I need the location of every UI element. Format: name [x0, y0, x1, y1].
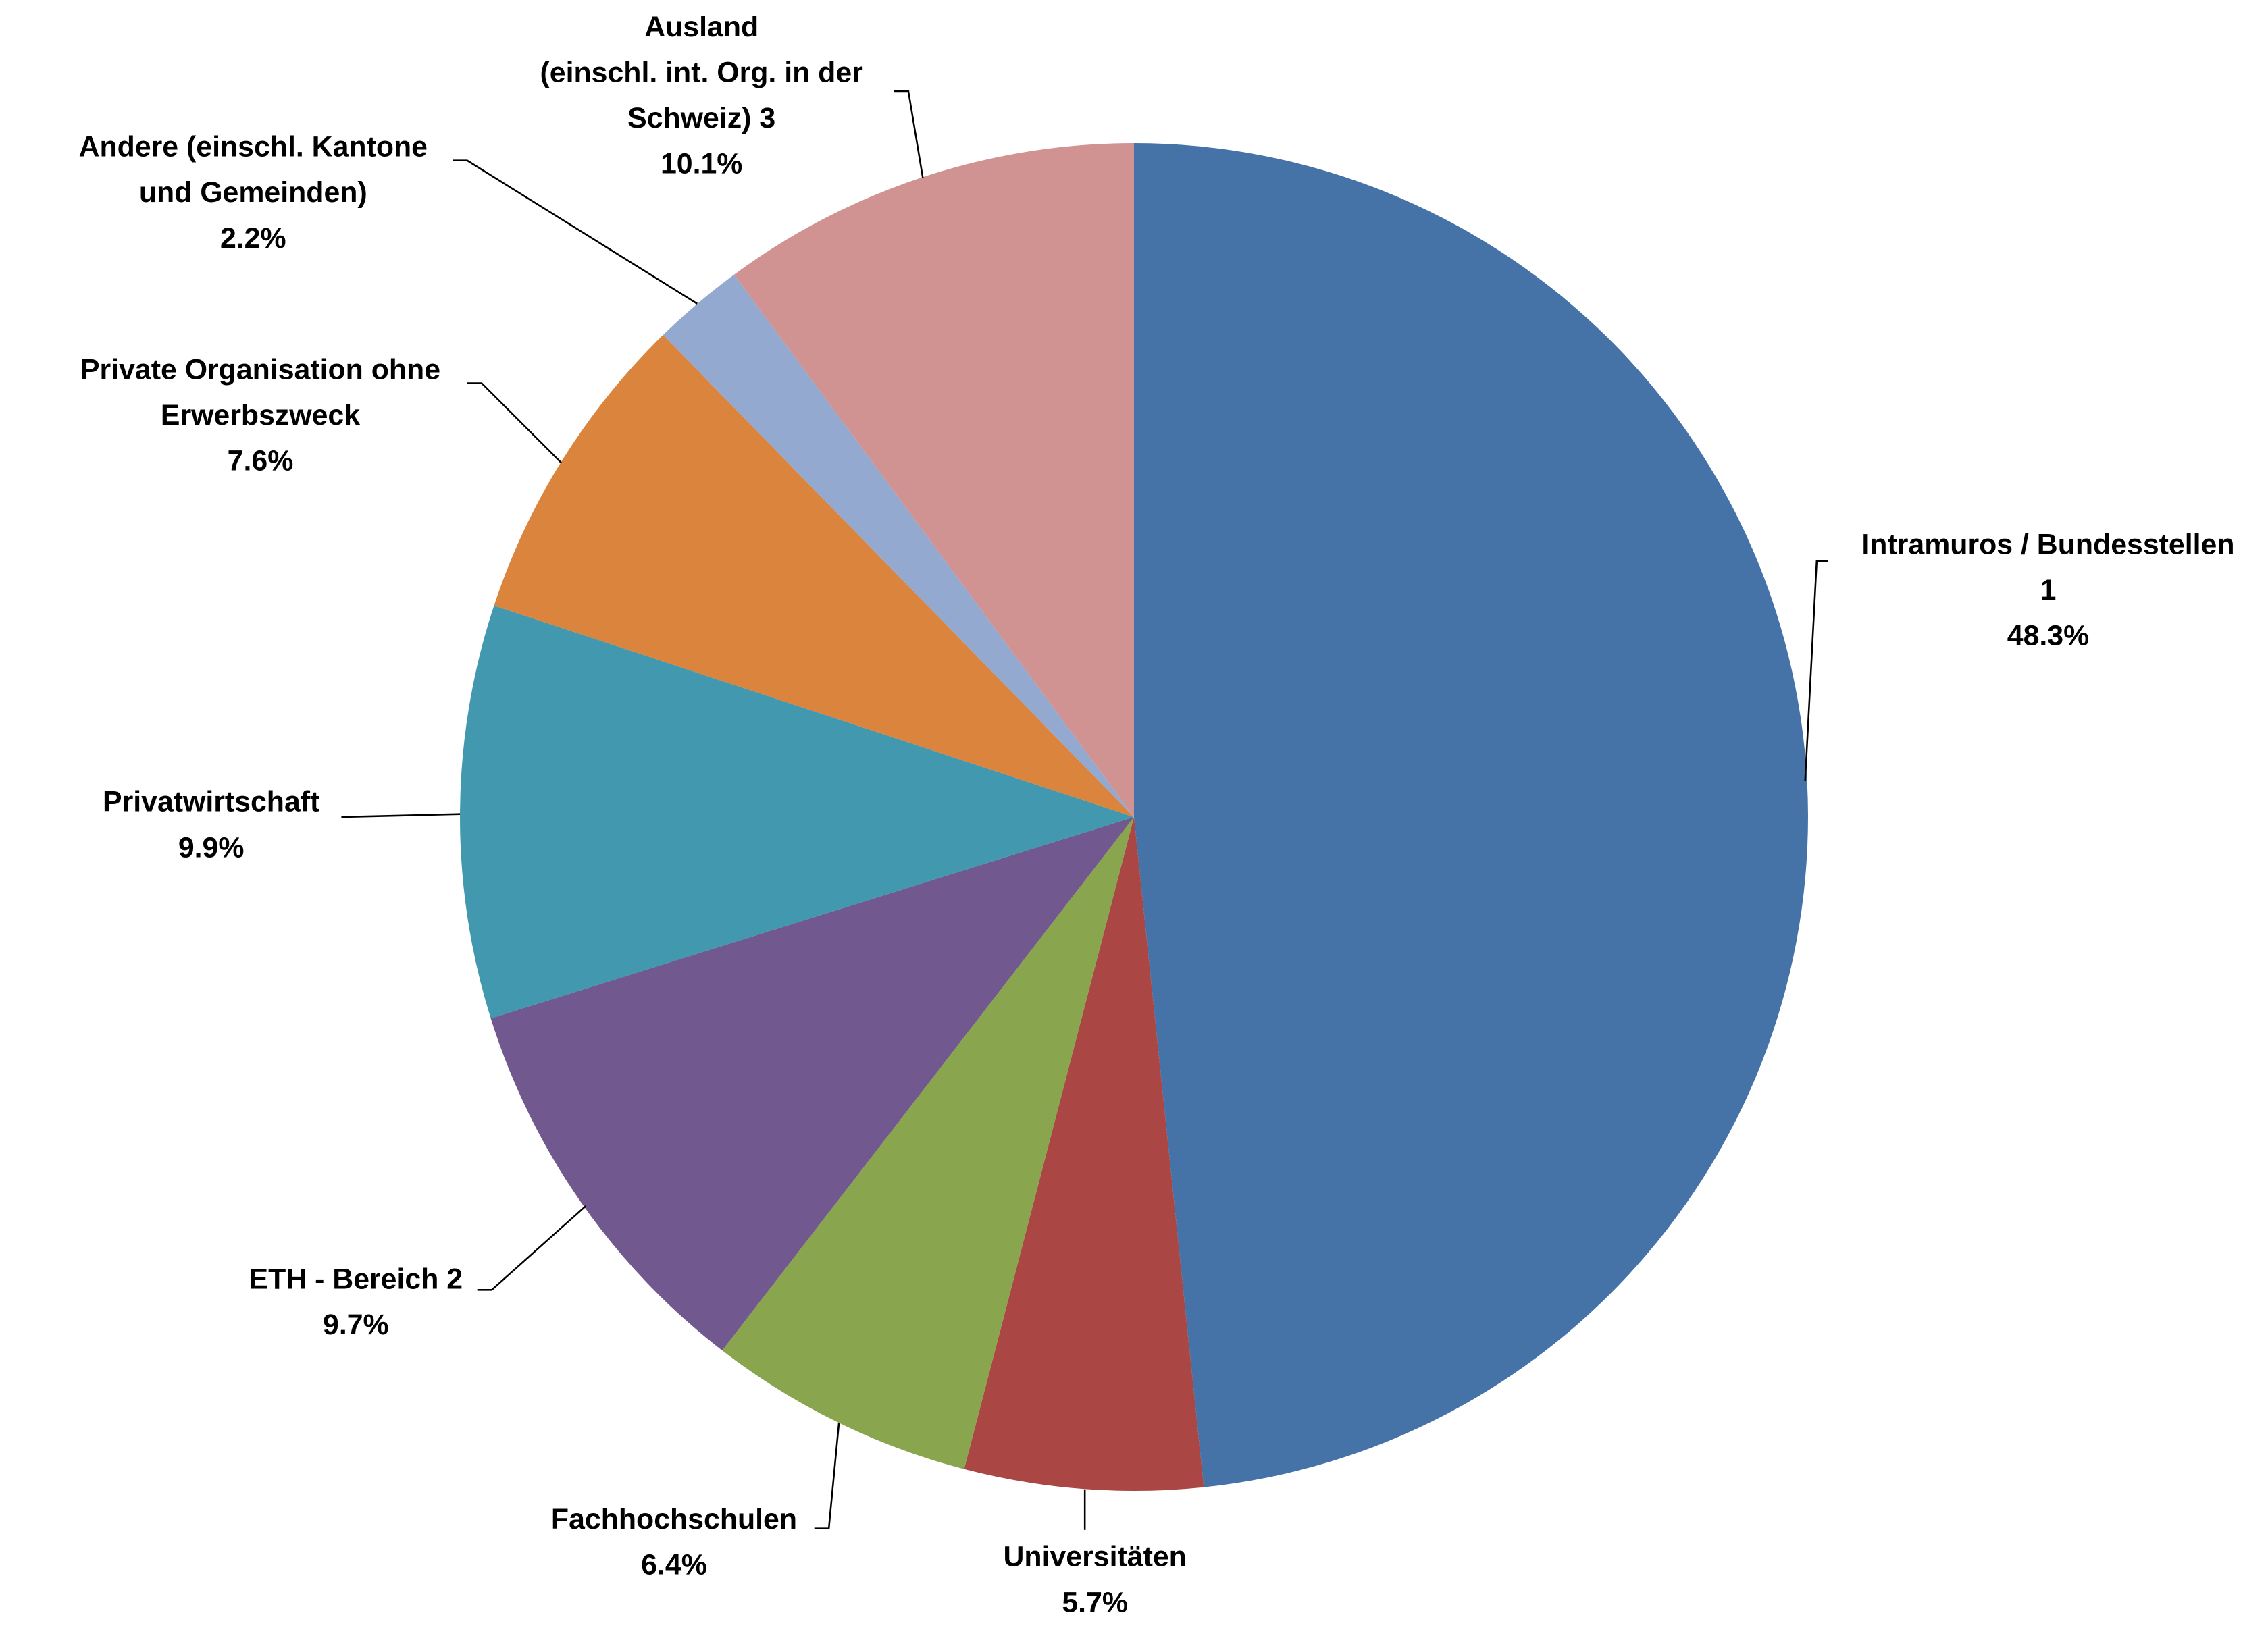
value-label: 5.7%: [1062, 1586, 1128, 1618]
leader-line: [477, 1205, 587, 1291]
slice-label: Universitäten: [1004, 1541, 1187, 1573]
value-label: 9.9%: [178, 831, 244, 864]
pie: [460, 143, 1808, 1491]
slice-label: Andere (einschl. Kantone und Gemeinden): [79, 131, 428, 209]
value-label: 10.1%: [661, 148, 742, 180]
leader-line: [341, 813, 461, 818]
value-label: 48.3%: [2007, 620, 2089, 652]
leader-lines: [341, 90, 1828, 1530]
leader-line: [814, 1423, 840, 1529]
value-label: 9.7%: [323, 1309, 389, 1341]
pie-slice: [733, 143, 1134, 818]
slice-label: Intramuros / Bundesstellen 1: [1861, 529, 2234, 606]
value-label: 7.6%: [228, 445, 294, 477]
leader-line: [453, 159, 698, 305]
pie-slice: [964, 817, 1204, 1491]
pie-slice: [722, 817, 1134, 1469]
value-label: 2.2%: [220, 222, 286, 255]
leader-line: [467, 382, 562, 464]
slice-label: Private Organisation ohne Erwerbszweck: [80, 354, 440, 431]
slice-label: Privatwirtschaft: [103, 786, 319, 818]
leader-line: [894, 90, 924, 178]
slice-label: Ausland (einschl. int. Org. in der Schweiz…: [540, 11, 864, 134]
pie-slice: [663, 274, 1134, 817]
leader-line: [1804, 560, 1828, 781]
slice-label: ETH - Bereich 2: [249, 1263, 463, 1296]
slice-label: Fachhochschulen: [551, 1503, 797, 1535]
pie-slice: [460, 605, 1134, 1019]
pie-slice: [494, 335, 1134, 817]
pie-slice: [490, 817, 1134, 1351]
value-label: 6.4%: [641, 1549, 707, 1581]
pie-slice: [1134, 143, 1808, 1487]
